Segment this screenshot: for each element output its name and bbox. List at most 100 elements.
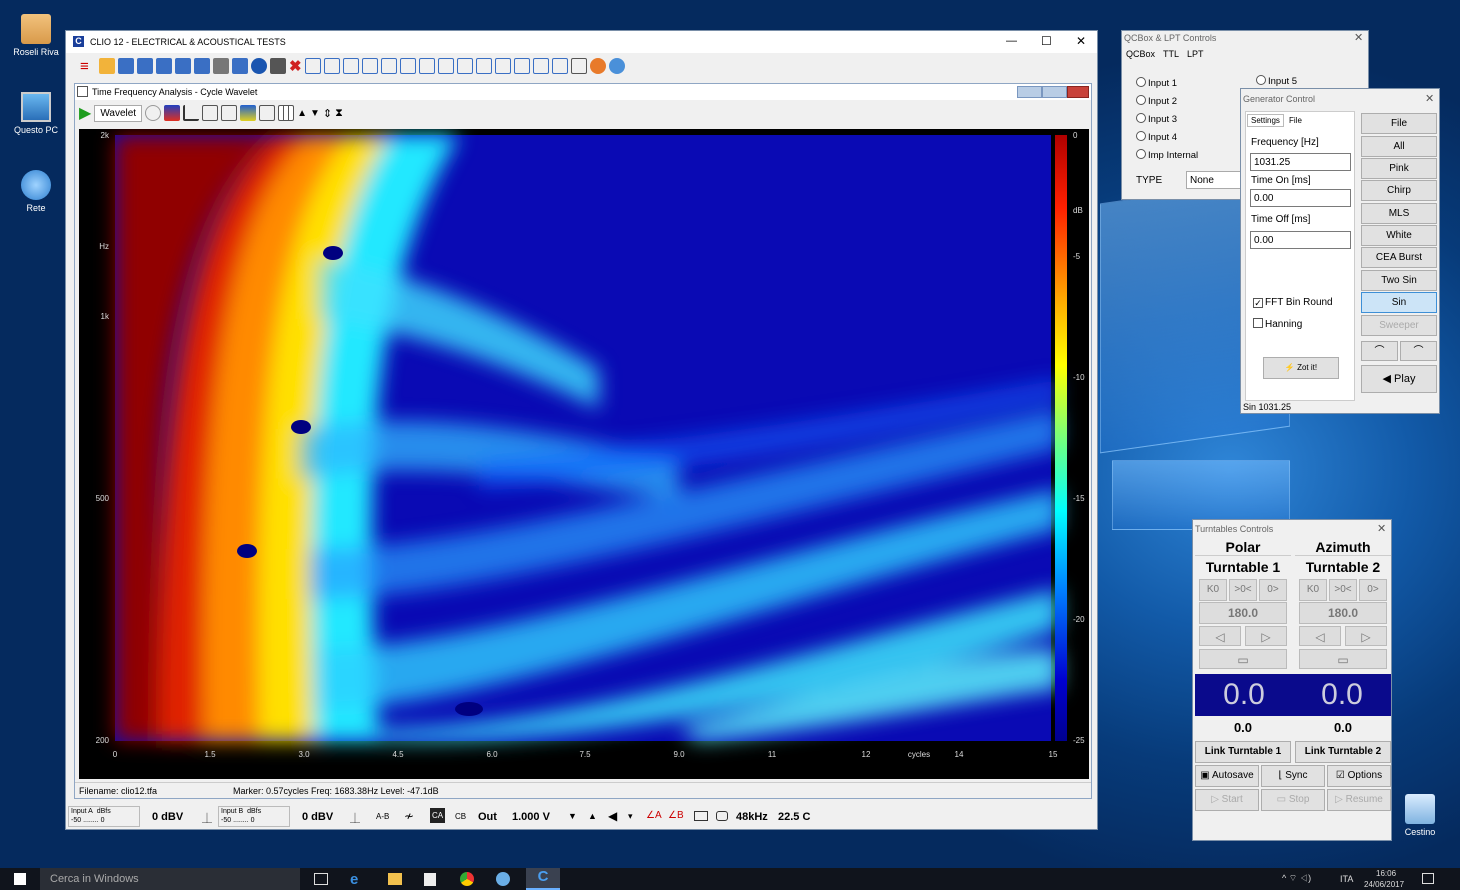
gen-cea-burst-button[interactable]: CEA Burst xyxy=(1361,247,1437,268)
t2-stop-button[interactable]: ▭ xyxy=(1299,649,1387,669)
link-turntable-2-button[interactable]: Link Turntable 2 xyxy=(1295,741,1391,763)
sinusoidal-icon[interactable] xyxy=(361,58,378,74)
explorer-icon[interactable] xyxy=(388,873,402,885)
t1-reset-button[interactable]: >0< xyxy=(1229,579,1257,601)
store-icon[interactable] xyxy=(424,873,436,886)
t2-rotate-right-button[interactable]: ▷ xyxy=(1345,626,1387,646)
gen-pink-button[interactable]: Pink xyxy=(1361,158,1437,179)
palette-icon[interactable] xyxy=(240,105,257,121)
tfa-close-button[interactable] xyxy=(1067,86,1089,98)
tab-ttl[interactable]: TTL xyxy=(1163,49,1180,59)
linearity-icon[interactable] xyxy=(494,58,511,74)
t2-set-zero-button[interactable]: 0> xyxy=(1359,579,1387,601)
settings-icon[interactable] xyxy=(145,105,162,121)
input-3-radio[interactable]: Input 3 xyxy=(1136,111,1198,129)
input-1-radio[interactable]: Input 1 xyxy=(1136,75,1198,93)
t2-angle-step[interactable]: 180.0 xyxy=(1299,602,1387,624)
t2-reset-button[interactable]: >0< xyxy=(1329,579,1357,601)
color-map-icon[interactable] xyxy=(164,105,181,121)
tfa-restore-button[interactable] xyxy=(1042,86,1067,98)
time-off-input[interactable]: 0.00 xyxy=(1250,231,1351,249)
zot-it-button[interactable]: ⚡ Zot it! xyxy=(1263,357,1339,379)
clio-taskbar-icon[interactable]: C xyxy=(526,868,560,890)
scope-icon[interactable] xyxy=(323,58,340,74)
tfa-minimize-button[interactable] xyxy=(1017,86,1042,98)
clock-date[interactable]: 24/06/2017 xyxy=(1364,880,1405,889)
output-level[interactable]: 1.000 V xyxy=(512,811,550,823)
turntables-close-button[interactable]: ✕ xyxy=(1377,523,1387,535)
input-5-radio[interactable]: Input 5 xyxy=(1256,75,1297,87)
notes-icon[interactable] xyxy=(194,58,210,74)
waterfall-icon[interactable] xyxy=(399,58,416,74)
notifications-icon[interactable] xyxy=(1422,873,1434,884)
channel-a-toggle[interactable]: CA xyxy=(430,808,446,823)
checklist-icon[interactable] xyxy=(232,58,248,74)
multimeter-icon[interactable] xyxy=(304,58,321,74)
sync-button[interactable]: ⌊ Sync xyxy=(1261,765,1325,787)
app-icon[interactable] xyxy=(496,872,510,886)
type-select[interactable]: None xyxy=(1186,171,1246,189)
link-turntable-1-button[interactable]: Link Turntable 1 xyxy=(1195,741,1291,763)
desktop-icon-network[interactable]: Rete xyxy=(8,170,64,213)
waterfall-view-icon[interactable] xyxy=(259,105,276,121)
output-dropdown-icon[interactable]: ▾ xyxy=(628,811,633,821)
scale-down-icon[interactable]: ▼ xyxy=(309,107,320,119)
imp-internal-radio[interactable]: Imp Internal xyxy=(1136,147,1198,165)
qcbox-icon[interactable] xyxy=(694,811,708,821)
marker-icon[interactable] xyxy=(202,105,219,121)
tab-file[interactable]: File xyxy=(1289,116,1302,125)
minimize-button[interactable]: — xyxy=(1006,35,1017,47)
language-indicator[interactable]: ITA xyxy=(1340,874,1354,884)
eraser-icon[interactable] xyxy=(270,58,286,74)
qcbox-close-button[interactable]: ✕ xyxy=(1354,32,1364,44)
channel-b-toggle[interactable]: CB xyxy=(455,812,467,821)
tfa-plot-area[interactable]: 2k Hz 1k 500 200 0 1.5 3.0 4.5 6.0 7.5 9.0 11 12 14 15… xyxy=(79,129,1089,779)
gen-chirp-button[interactable]: Chirp xyxy=(1361,180,1437,201)
t1-set-zero-button[interactable]: 0> xyxy=(1259,579,1287,601)
fft-icon[interactable] xyxy=(342,58,359,74)
phantom-b-icon[interactable]: ⏊ xyxy=(350,814,360,825)
desktop-icon-user[interactable]: Roseli Riva xyxy=(8,14,64,57)
phantom-a-icon[interactable]: ⏊ xyxy=(202,814,212,825)
t1-stop-button[interactable]: ▭ xyxy=(1199,649,1287,669)
gen-white-button[interactable]: White xyxy=(1361,225,1437,246)
autosave-button[interactable]: ▣ Autosave xyxy=(1195,765,1259,787)
save-image-icon[interactable] xyxy=(175,58,191,74)
save-all-icon[interactable] xyxy=(137,58,153,74)
wavelet-icon[interactable] xyxy=(418,58,435,74)
taskbar-search-input[interactable]: Cerca in Windows xyxy=(40,868,300,890)
marker2-icon[interactable] xyxy=(221,105,238,121)
stop-button[interactable]: ▭ Stop xyxy=(1261,789,1325,811)
start-button[interactable]: ▷ Start xyxy=(1195,789,1259,811)
gen-sweeper-button[interactable]: Sweeper xyxy=(1361,315,1437,336)
input-2-radio[interactable]: Input 2 xyxy=(1136,93,1198,111)
mls-icon[interactable] xyxy=(380,58,397,74)
input-a-range[interactable]: 0 dBV xyxy=(152,811,184,823)
fade-in-button[interactable]: ⌒ xyxy=(1361,341,1398,361)
wf-icon[interactable] xyxy=(456,58,473,74)
close-button[interactable]: ✕ xyxy=(1076,34,1087,48)
input-b-range[interactable]: 0 dBV xyxy=(302,811,334,823)
export-icon[interactable] xyxy=(156,58,172,74)
desktop-icon-recycle-bin[interactable]: Cestino xyxy=(1392,794,1448,837)
tab-lpt[interactable]: LPT xyxy=(1187,49,1204,59)
print-icon[interactable] xyxy=(213,58,229,74)
t2-goto-zero-button[interactable]: K0 xyxy=(1299,579,1327,601)
t1-rotate-right-button[interactable]: ▷ xyxy=(1245,626,1287,646)
gen-file-button[interactable]: File xyxy=(1361,113,1437,134)
stipa-icon[interactable] xyxy=(513,58,530,74)
tab-settings[interactable]: Settings xyxy=(1247,114,1284,127)
play-button[interactable]: ◀ Play xyxy=(1361,365,1437,393)
tab-qcbox[interactable]: QCBox xyxy=(1126,49,1156,59)
wavelet-select[interactable]: Wavelet xyxy=(94,104,143,122)
qc-icon[interactable] xyxy=(551,58,568,74)
task-view-icon[interactable] xyxy=(314,873,328,885)
connect-icon[interactable] xyxy=(608,58,625,74)
edge-icon[interactable]: e xyxy=(350,871,359,888)
play-icon[interactable]: ▶ xyxy=(79,105,92,122)
options-button[interactable]: ☑ Options xyxy=(1327,765,1391,787)
menu-icon[interactable]: ≡ xyxy=(80,57,89,75)
t1-goto-zero-button[interactable]: K0 xyxy=(1199,579,1227,601)
gen-sin-button[interactable]: Sin xyxy=(1361,292,1437,313)
loop-icon[interactable]: ≁ xyxy=(404,809,415,823)
